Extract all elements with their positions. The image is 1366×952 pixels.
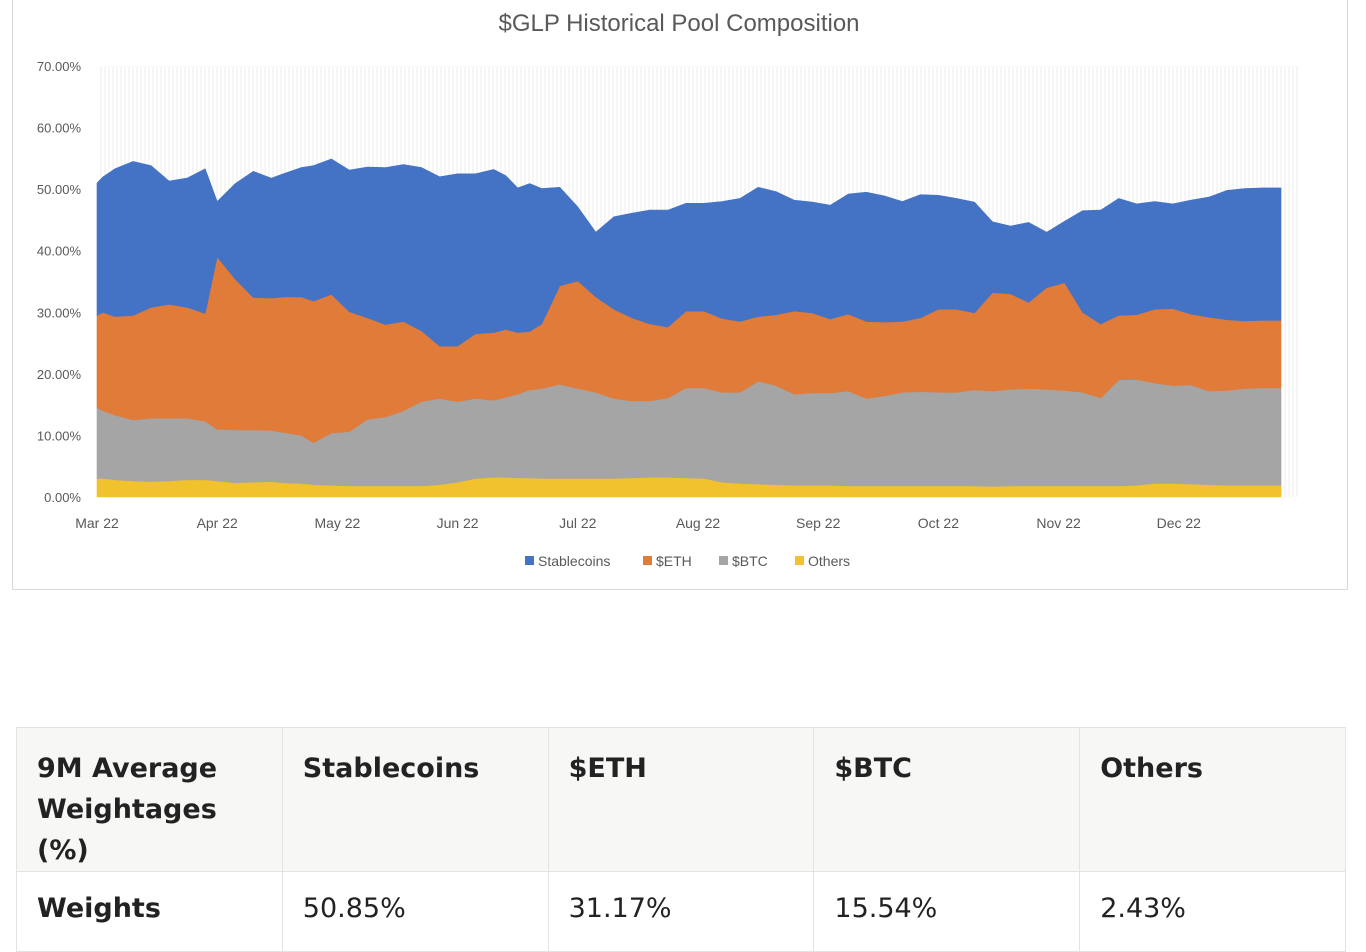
y-tick-label: 40.00% <box>37 244 82 259</box>
table-header-cell: $ETH <box>547 727 815 872</box>
series-area <box>96 158 1282 347</box>
chart-legend: Stablecoins $ETH $BTC Others <box>525 553 850 569</box>
table-header-cell: $BTC <box>813 727 1081 872</box>
table-header-row: 9M Average Weightages (%) Stablecoins $E… <box>16 727 1346 872</box>
y-tick-label: 70.00% <box>37 59 82 74</box>
legend-label: $BTC <box>732 553 768 569</box>
y-tick-label: 20.00% <box>37 367 82 382</box>
x-tick-label: Sep 22 <box>796 515 841 531</box>
y-tick-label: 60.00% <box>37 121 82 136</box>
table-header-cell: Stablecoins <box>281 727 549 872</box>
stacked-area-chart: $GLP Historical Pool Composition 0.00% 10… <box>37 10 1298 569</box>
table-row: Weights 50.85% 31.17% 15.54% 2.43% <box>16 871 1346 952</box>
table-cell: 31.17% <box>547 871 815 952</box>
chart-title: $GLP Historical Pool Composition <box>498 10 859 37</box>
x-tick-label: Mar 22 <box>75 515 119 531</box>
y-tick-label: 10.00% <box>37 428 82 443</box>
y-tick-label: 50.00% <box>37 182 82 197</box>
table-cell: Weights <box>16 871 283 952</box>
x-tick-label: Jul 22 <box>559 515 597 531</box>
legend-label: Stablecoins <box>538 553 610 569</box>
x-tick-label: Jun 22 <box>437 515 479 531</box>
legend-swatch <box>719 556 728 565</box>
x-tick-label: Dec 22 <box>1157 515 1202 531</box>
y-tick-label: 30.00% <box>37 305 82 320</box>
y-tick-label: 0.00% <box>44 490 81 505</box>
x-tick-label: Aug 22 <box>676 515 721 531</box>
x-tick-label: May 22 <box>314 515 360 531</box>
legend-label: $ETH <box>656 553 692 569</box>
chart-card: $GLP Historical Pool Composition 0.00% 10… <box>12 0 1348 590</box>
legend-swatch <box>643 556 652 565</box>
legend-swatch <box>795 556 804 565</box>
table-header-cell: Others <box>1079 727 1346 872</box>
legend-label: Others <box>808 553 850 569</box>
table-header-cell: 9M Average Weightages (%) <box>16 727 283 872</box>
table-cell: 15.54% <box>813 871 1081 952</box>
x-axis: Mar 22 Apr 22 May 22 Jun 22 Jul 22 Aug 22 Sep … <box>75 515 1201 531</box>
area-series-group <box>96 158 1282 498</box>
table-cell: 50.85% <box>281 871 549 952</box>
weights-table: 9M Average Weightages (%) Stablecoins $E… <box>16 727 1346 952</box>
x-tick-label: Nov 22 <box>1036 515 1081 531</box>
x-tick-label: Oct 22 <box>918 515 959 531</box>
x-tick-label: Apr 22 <box>197 515 238 531</box>
table-cell: 2.43% <box>1079 871 1346 952</box>
y-axis: 0.00% 10.00% 20.00% 30.00% 40.00% 50.00% 60.00… <box>37 59 82 505</box>
legend-swatch <box>525 556 534 565</box>
